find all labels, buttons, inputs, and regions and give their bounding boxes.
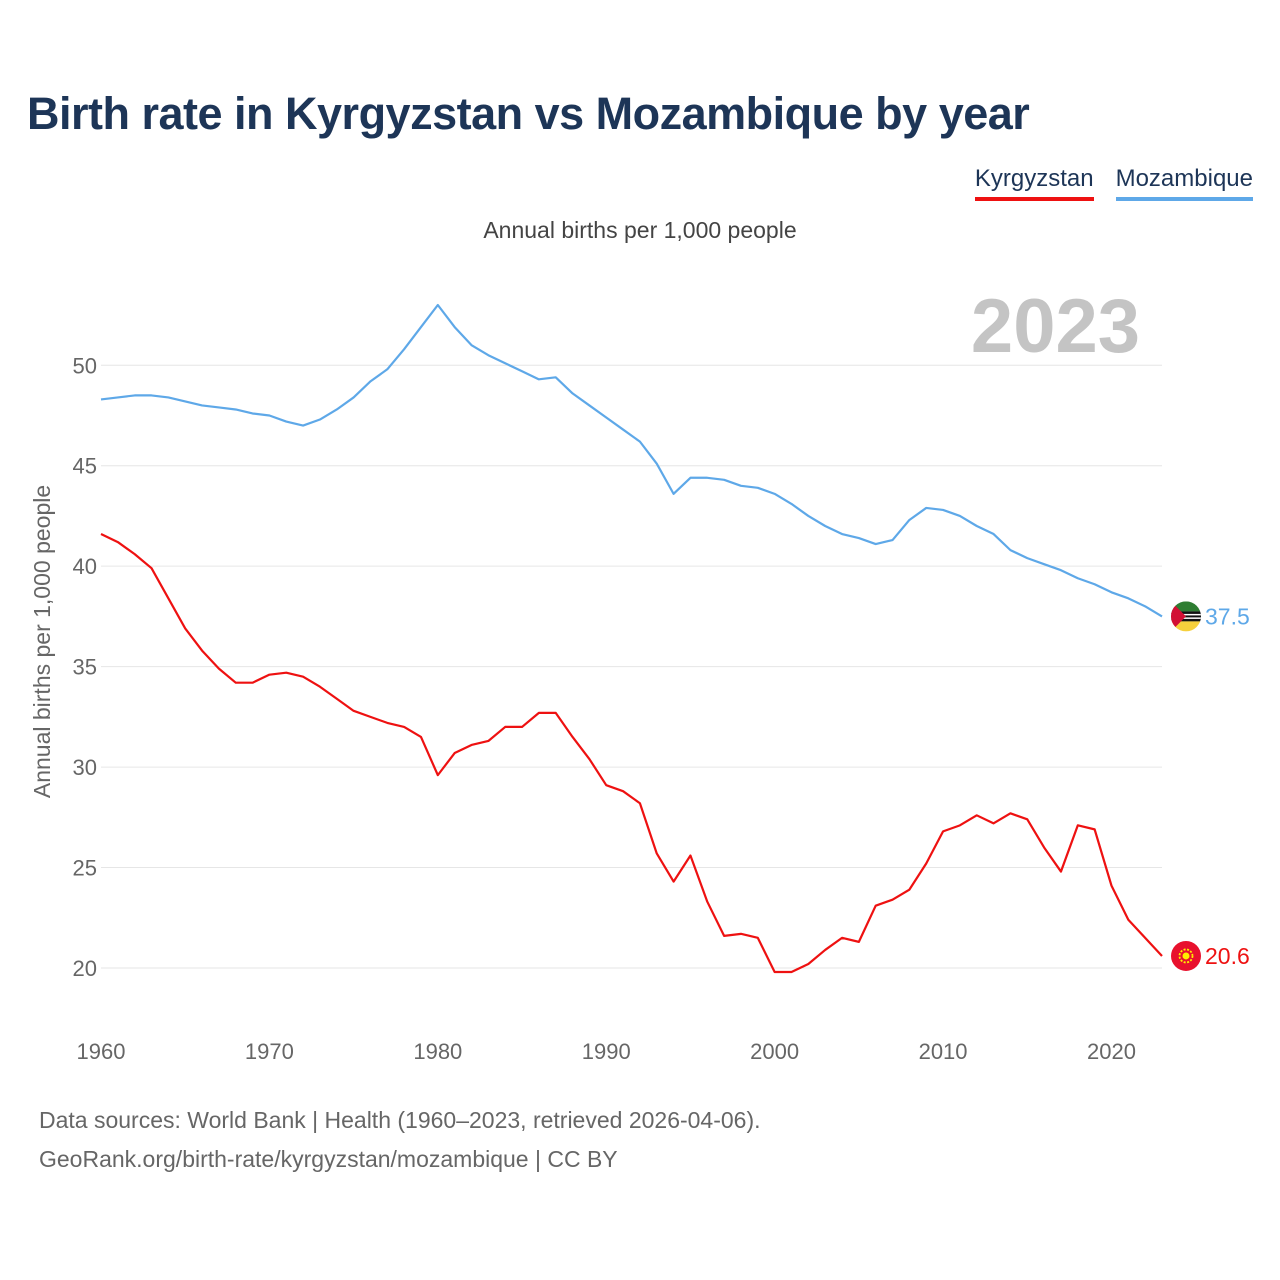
y-tick-label: 50 <box>73 353 97 378</box>
end-value-label-kyrgyzstan: 20.6 <box>1205 943 1250 969</box>
chart-subtitle: Annual births per 1,000 people <box>483 217 797 243</box>
x-tick-label: 1980 <box>413 1039 462 1064</box>
y-tick-label: 30 <box>73 755 97 780</box>
flag-band <box>1171 617 1201 619</box>
y-tick-label: 35 <box>73 655 97 680</box>
series-line-kyrgyzstan <box>100 533 1163 974</box>
x-tick-label: 2010 <box>919 1039 968 1064</box>
flag-band <box>1171 601 1201 612</box>
legend-item-mozambique[interactable]: Mozambique <box>1115 165 1253 201</box>
x-tick-label: 1970 <box>245 1039 294 1064</box>
kyrgyzstan-flag-icon <box>1171 940 1201 971</box>
y-tick-label: 25 <box>73 856 97 881</box>
mozambique-flag-icon <box>1171 601 1201 632</box>
flag-band <box>1171 621 1201 632</box>
x-tick-label: 2020 <box>1087 1039 1136 1064</box>
legend-item-kyrgyzstan[interactable]: Kyrgyzstan <box>974 165 1094 201</box>
flag-triangle <box>1171 601 1186 632</box>
x-tick-label: 1960 <box>77 1039 126 1064</box>
y-axis-label: Annual births per 1,000 people <box>29 485 55 798</box>
x-tick-label: 1990 <box>582 1039 631 1064</box>
x-tick-label: 2000 <box>750 1039 799 1064</box>
flag-fill <box>1171 601 1201 632</box>
source-link[interactable]: GeoRank.org/birth-rate/kyrgyzstan/mozamb… <box>39 1146 618 1172</box>
flag-band <box>1171 613 1201 616</box>
legend: Kyrgyzstan Mozambique <box>974 165 1253 201</box>
chart-title: Birth rate in Kyrgyzstan vs Mozambique b… <box>27 88 1030 139</box>
y-tick-label: 20 <box>73 956 97 981</box>
source-note: Data sources: World Bank | Health (1960–… <box>39 1107 761 1133</box>
end-value-label-mozambique: 37.5 <box>1205 603 1250 629</box>
y-tick-label: 40 <box>73 554 97 579</box>
y-tick-label: 45 <box>73 454 97 479</box>
flag-sun <box>1182 952 1190 960</box>
flag-sun-rays <box>1178 948 1194 964</box>
series-line-mozambique <box>100 303 1163 618</box>
year-watermark: 2023 <box>971 284 1140 369</box>
